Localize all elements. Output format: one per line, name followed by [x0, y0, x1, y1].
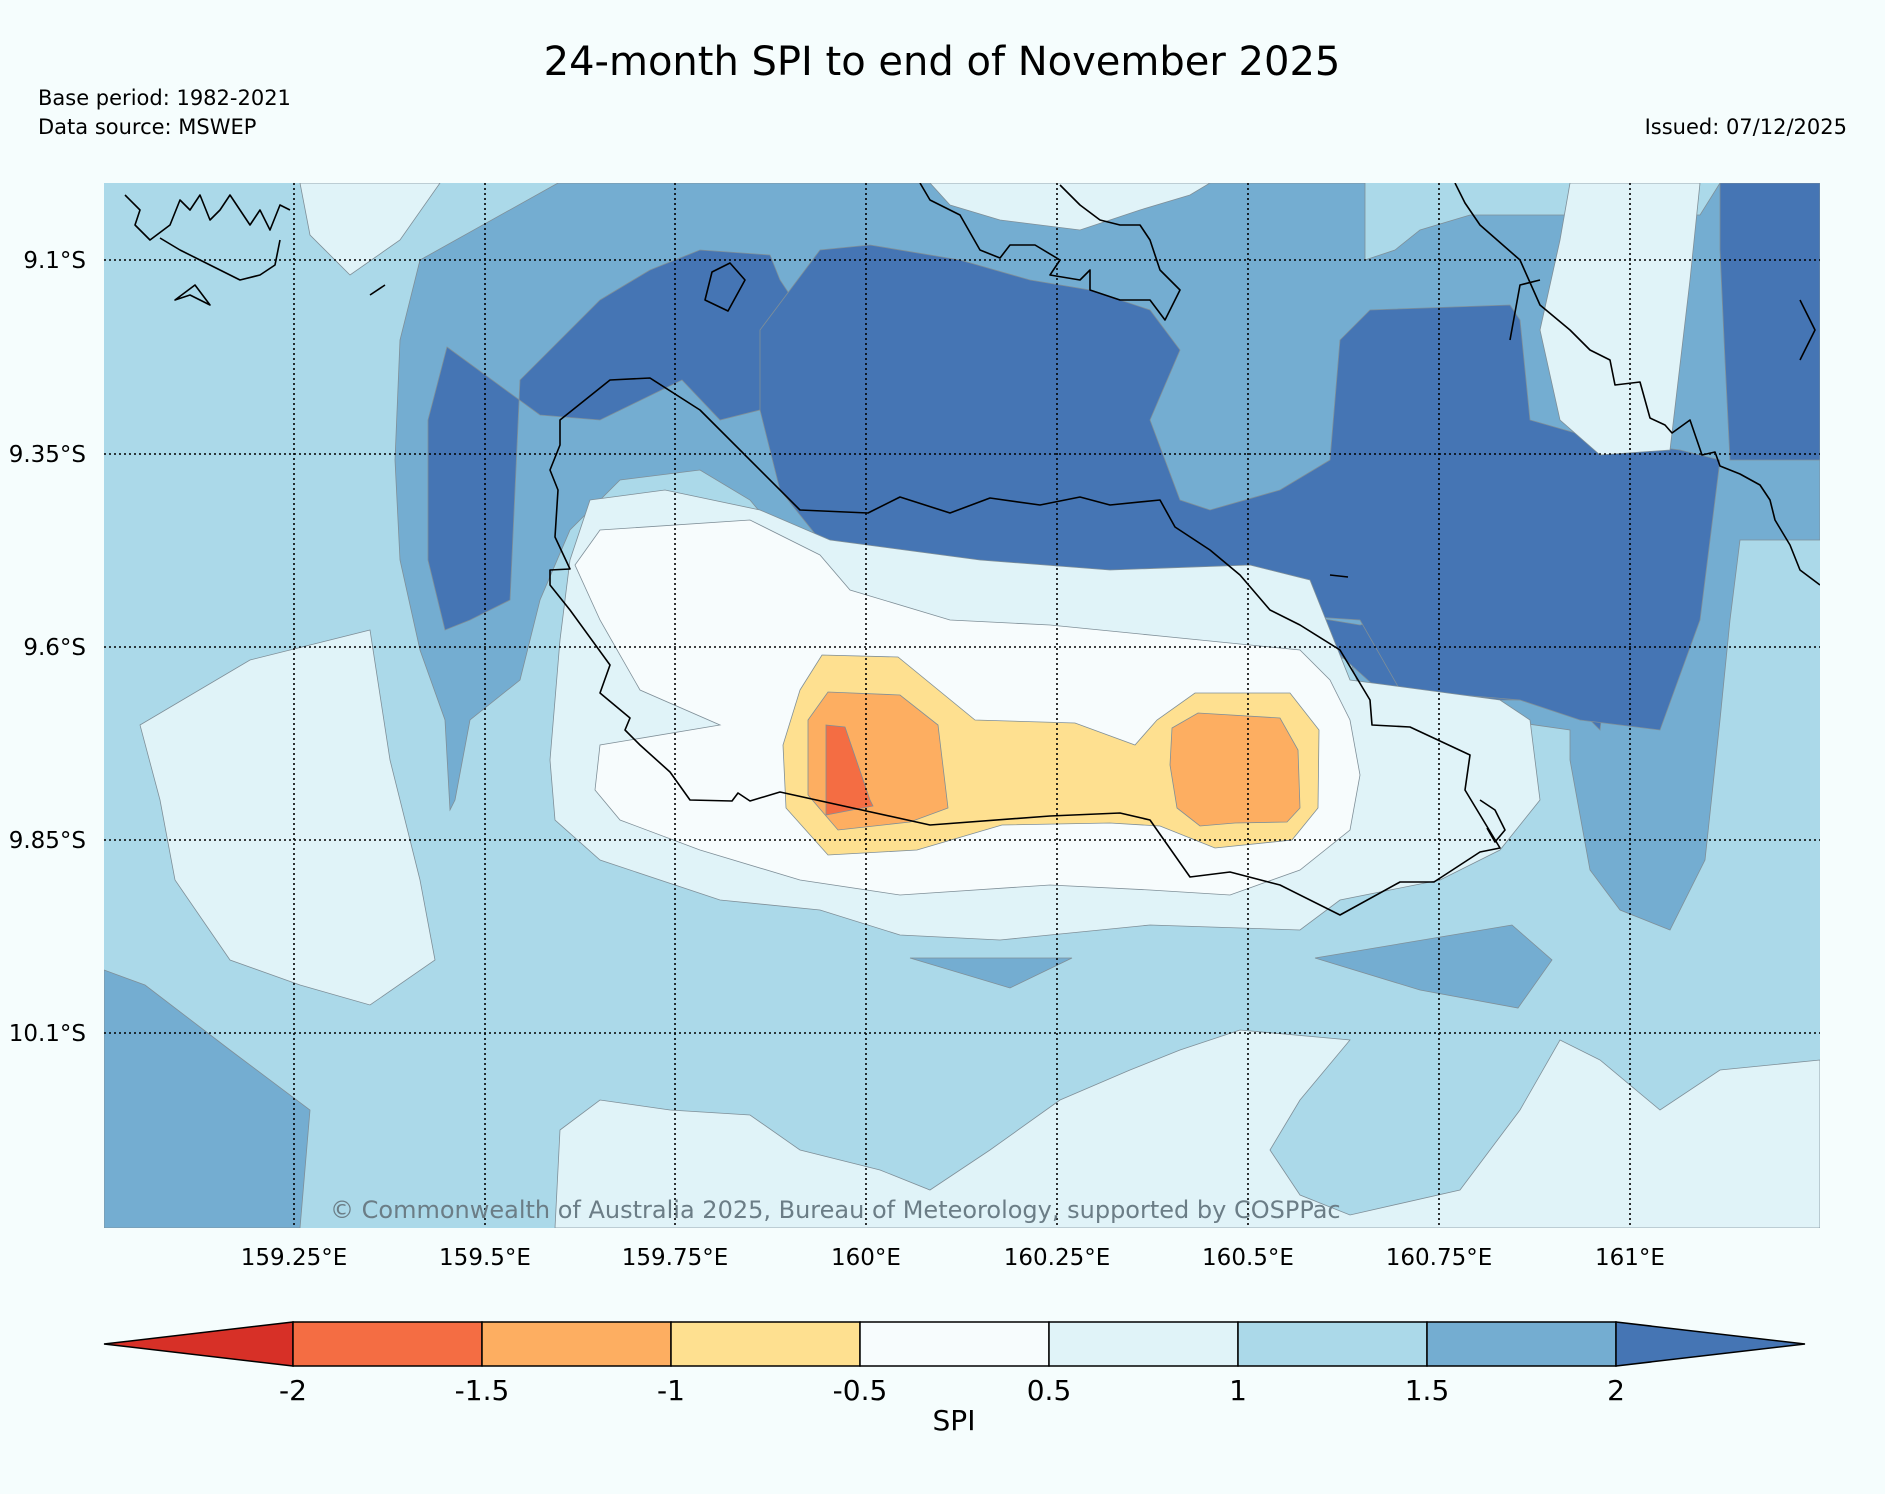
lat-label: 9.1°S [23, 248, 86, 274]
colorbar-label: SPI [933, 1404, 976, 1437]
lon-label: 159.25°E [241, 1245, 348, 1271]
lon-label: 160.25°E [1004, 1245, 1111, 1271]
spi-band-minus-1.5 [825, 724, 874, 816]
colorbar-segment [670, 1321, 861, 1367]
lat-label: 10.1°S [9, 1021, 86, 1047]
issued-date: Issued: 07/12/2025 [1645, 115, 1847, 139]
colorbar-tick: -1 [657, 1374, 685, 1407]
lat-label: 9.85°S [9, 828, 86, 854]
colorbar-tick: -1.5 [455, 1374, 510, 1407]
lon-label: 160.75°E [1386, 1245, 1493, 1271]
colorbar-segment [859, 1321, 1050, 1367]
colorbar-tick: -0.5 [833, 1374, 888, 1407]
lat-label: 9.35°S [9, 442, 86, 468]
colorbar-segment-above [1615, 1321, 1806, 1367]
lat-label: 9.6°S [23, 635, 86, 661]
colorbar-segment [1048, 1321, 1239, 1367]
coastline [124, 183, 1820, 916]
colorbar-tick: 2 [1607, 1374, 1625, 1407]
colorbar: -2 -1.5 -1 -0.5 0.5 1 1.5 2 SPI [103, 1321, 1806, 1437]
graticule [104, 183, 1820, 1228]
colorbar-segment [1237, 1321, 1428, 1367]
colorbar-segment [292, 1321, 483, 1367]
latitude-labels: 9.1°S 9.35°S 9.6°S 9.85°S 10.1°S [9, 248, 86, 1047]
data-source: Data source: MSWEP [38, 115, 256, 139]
colorbar-tick: 1.5 [1405, 1374, 1450, 1407]
longitude-labels: 159.25°E 159.5°E 159.75°E 160°E 160.25°E… [241, 1245, 1665, 1271]
lon-label: 161°E [1595, 1245, 1665, 1271]
colorbar-segment [1426, 1321, 1617, 1367]
lon-label: 160.5°E [1202, 1245, 1294, 1271]
colorbar-tick: 0.5 [1027, 1374, 1072, 1407]
lon-label: 159.75°E [622, 1245, 729, 1271]
colorbar-tick: 1 [1229, 1374, 1247, 1407]
map-panel: © Commonwealth of Australia 2025, Bureau… [104, 183, 1820, 1228]
colorbar-segment-below [103, 1321, 294, 1367]
lon-label: 160°E [831, 1245, 901, 1271]
map-credit: © Commonwealth of Australia 2025, Bureau… [330, 1196, 1341, 1224]
colorbar-tick: -2 [279, 1374, 307, 1407]
colorbar-segment [481, 1321, 672, 1367]
map-title: 24-month SPI to end of November 2025 [544, 39, 1341, 85]
base-period: Base period: 1982-2021 [38, 86, 291, 110]
lon-label: 159.5°E [439, 1245, 531, 1271]
